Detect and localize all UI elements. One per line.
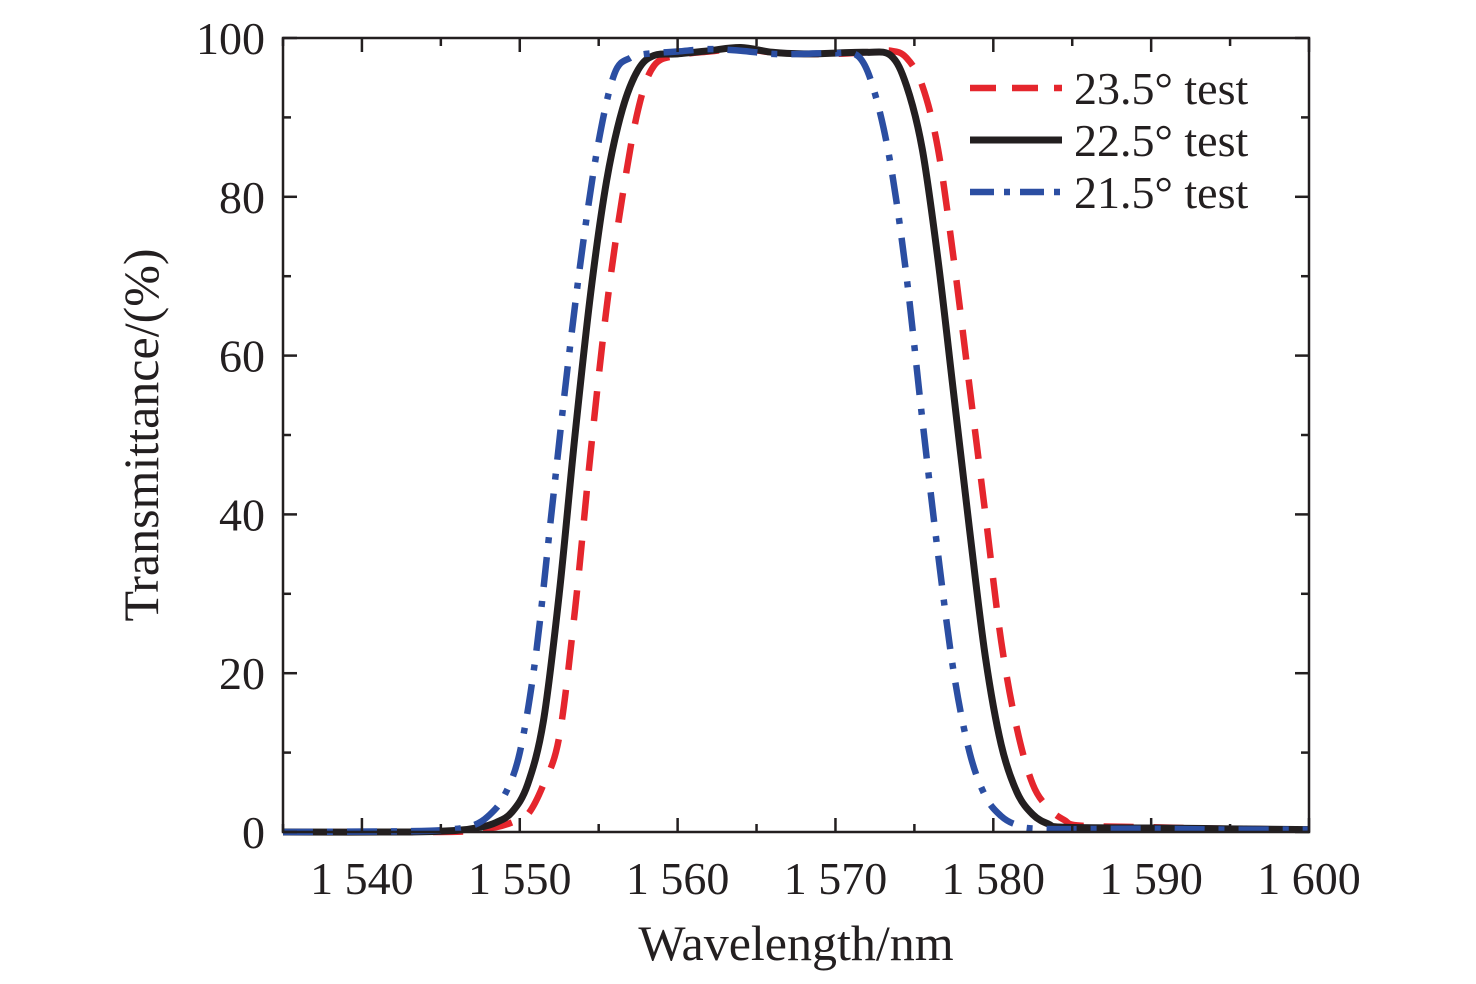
y-tick-label: 0 xyxy=(242,807,265,858)
series-line-3 xyxy=(282,45,1310,836)
x-tick-label: 1 600 xyxy=(1257,853,1361,904)
ticks-layer xyxy=(281,36,1311,834)
legend-label: 21.5° test xyxy=(1074,167,1248,218)
x-tick-label: 1 540 xyxy=(310,853,414,904)
legend-label: 23.5° test xyxy=(1074,63,1248,114)
y-tick-label: 80 xyxy=(219,172,265,223)
x-tick-label: 1 560 xyxy=(626,853,730,904)
x-axis-title: Wavelength/nm xyxy=(638,915,953,971)
y-tick-label: 100 xyxy=(196,13,265,64)
y-tick-label: 40 xyxy=(219,489,265,540)
tick-labels-layer: 1 540 1 550 1 560 1 570 1 580 1 590 1 600 0 20 40… xyxy=(196,13,1361,904)
y-axis-title: Transmittance/(%) xyxy=(113,248,169,621)
legend-label: 22.5° test xyxy=(1074,115,1248,166)
x-tick-label: 1 590 xyxy=(1099,853,1203,904)
x-tick-label: 1 550 xyxy=(468,853,572,904)
x-tick-label: 1 570 xyxy=(784,853,888,904)
y-tick-label: 20 xyxy=(219,648,265,699)
y-tick-label: 60 xyxy=(219,331,265,382)
series-layer xyxy=(282,44,1310,836)
x-tick-label: 1 580 xyxy=(942,853,1046,904)
